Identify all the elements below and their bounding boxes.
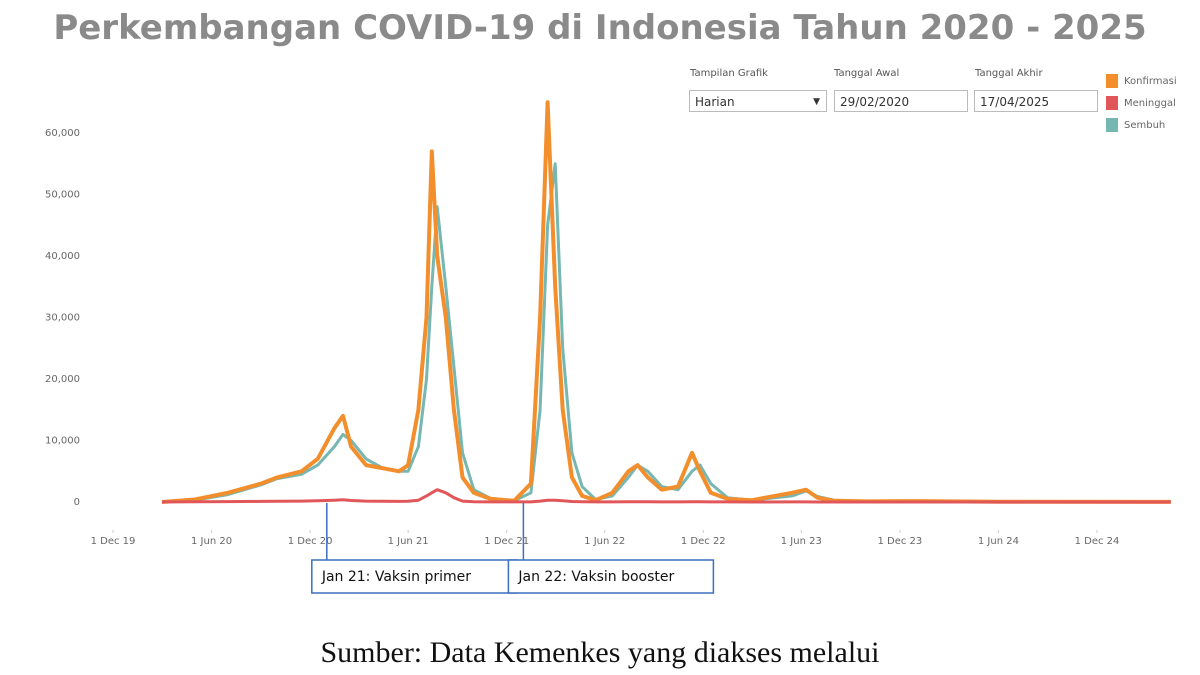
dropdown-arrow: ▼ <box>813 97 820 107</box>
legend-swatch <box>1106 118 1118 132</box>
y-tick-label: 10,000 <box>45 436 80 447</box>
legend-label: Sembuh <box>1124 120 1166 131</box>
annotation-box <box>507 559 715 594</box>
annotation-text: Jan 22: Vaksin booster <box>517 569 674 585</box>
x-tick-label: 1 Jun 20 <box>191 536 232 547</box>
legend-item[interactable]: Meninggal <box>1106 96 1176 112</box>
start-date-input[interactable]: 29/02/2020 <box>834 90 968 112</box>
legend-item[interactable]: Sembuh <box>1106 118 1165 134</box>
y-tick-label: 20,000 <box>45 374 80 385</box>
y-tick-label: 0 <box>74 497 80 508</box>
series-line <box>161 162 1171 504</box>
legend-label: Konfirmasi <box>1124 76 1177 87</box>
input-value: 29/02/2020 <box>840 95 910 109</box>
x-tick-label: 1 Jun 23 <box>781 536 822 547</box>
control-label: Tanggal Awal <box>834 68 900 79</box>
legend-swatch <box>1106 96 1118 110</box>
x-tick-label: 1 Dec 20 <box>288 536 333 547</box>
x-tick-label: 1 Dec 23 <box>877 536 922 547</box>
source-note: Sumber: Data Kemenkes yang diakses melal… <box>320 636 880 669</box>
legend-swatch <box>1106 74 1118 88</box>
x-tick-label: 1 Jun 21 <box>388 536 429 547</box>
x-tick-label: 1 Dec 21 <box>484 536 529 547</box>
x-tick-label: 1 Jun 24 <box>978 536 1019 547</box>
display-select[interactable]: Harian ▼ <box>689 90 827 112</box>
end-date-input[interactable]: 17/04/2025 <box>974 90 1098 112</box>
legend-item[interactable]: Konfirmasi <box>1106 74 1177 90</box>
y-tick-label: 60,000 <box>45 128 80 139</box>
series-line <box>161 488 1171 504</box>
y-tick-label: 50,000 <box>45 190 80 201</box>
control-label: Tampilan Grafik <box>690 68 768 79</box>
x-tick-label: 1 Dec 22 <box>681 536 726 547</box>
select-value: Harian <box>695 95 735 109</box>
y-tick-label: 30,000 <box>45 313 80 324</box>
y-tick-label: 40,000 <box>45 251 80 262</box>
control-label: Tanggal Akhir <box>975 68 1043 79</box>
chart-title: Perkembangan COVID-19 di Indonesia Tahun… <box>53 8 1147 48</box>
x-tick-label: 1 Dec 19 <box>91 536 136 547</box>
series-line <box>161 100 1171 504</box>
legend-label: Meninggal <box>1124 98 1176 109</box>
x-tick-label: 1 Jun 22 <box>584 536 625 547</box>
annotation-text: Jan 21: Vaksin primer <box>321 569 471 585</box>
x-tick-label: 1 Dec 24 <box>1075 536 1120 547</box>
annotation-box <box>311 559 518 594</box>
input-value: 17/04/2025 <box>980 95 1050 109</box>
